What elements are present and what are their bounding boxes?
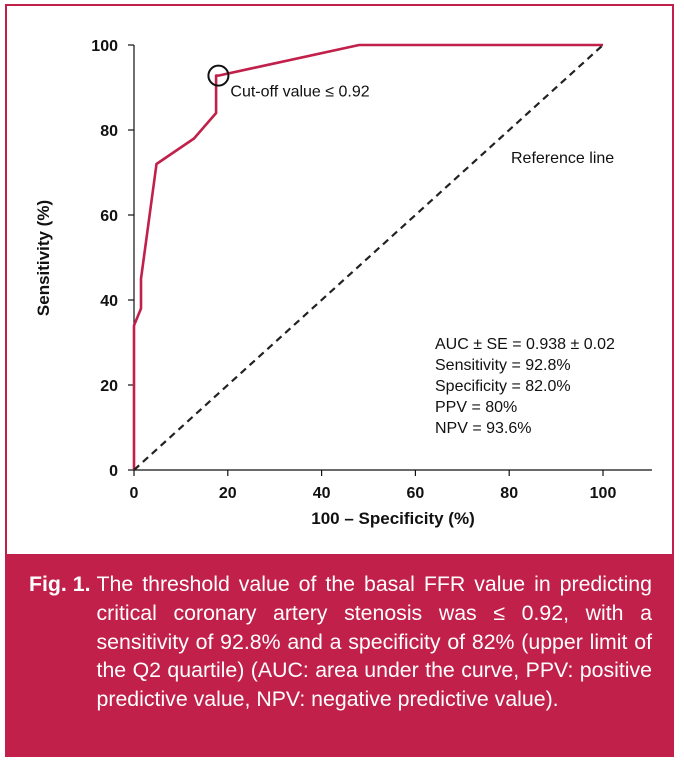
y-tick-label: 40 — [100, 293, 118, 310]
cutoff-label: Cut-off value ≤ 0.92 — [230, 84, 369, 101]
reference-line-label: Reference line — [511, 150, 614, 167]
series-layer — [132, 43, 604, 471]
cutoff-marker — [207, 64, 230, 87]
roc-curve-line — [132, 43, 603, 470]
y-tick-label: 60 — [100, 208, 118, 225]
stats-line: Sensitivity = 92.8% — [435, 357, 571, 374]
x-axis-ticks: 0 20 40 60 80 100 — [130, 470, 617, 502]
y-tick-label: 100 — [91, 38, 118, 55]
stats-line: AUC ± SE = 0.938 ± 0.02 — [435, 336, 615, 353]
y-tick-label: 0 — [109, 463, 118, 480]
x-tick-label: 40 — [313, 485, 331, 502]
stats-line: PPV = 80% — [435, 399, 517, 416]
x-tick-label: 80 — [500, 485, 518, 502]
x-tick-label: 20 — [219, 485, 237, 502]
x-tick-label: 0 — [130, 485, 139, 502]
x-tick-label: 60 — [407, 485, 425, 502]
y-axis-ticks: 0 20 40 60 80 100 — [91, 38, 134, 480]
x-tick-label: 100 — [590, 485, 617, 502]
stats-line: Specificity = 82.0% — [435, 378, 571, 395]
reference-line — [133, 44, 604, 471]
figure-caption: Fig. 1. The threshold value of the basal… — [5, 554, 674, 757]
y-tick-label: 80 — [100, 123, 118, 140]
y-tick-label: 20 — [100, 378, 118, 395]
stats-line: NPV = 93.6% — [435, 420, 532, 437]
x-axis-label: 100 – Specificity (%) — [311, 509, 474, 528]
stats-box: AUC ± SE = 0.938 ± 0.02 Sensitivity = 92.… — [435, 336, 615, 437]
figure-caption-text: The threshold value of the basal FFR val… — [96, 572, 652, 712]
figure-label: Fig. 1. — [29, 572, 91, 596]
y-axis-label: Sensitivity (%) — [34, 200, 53, 316]
